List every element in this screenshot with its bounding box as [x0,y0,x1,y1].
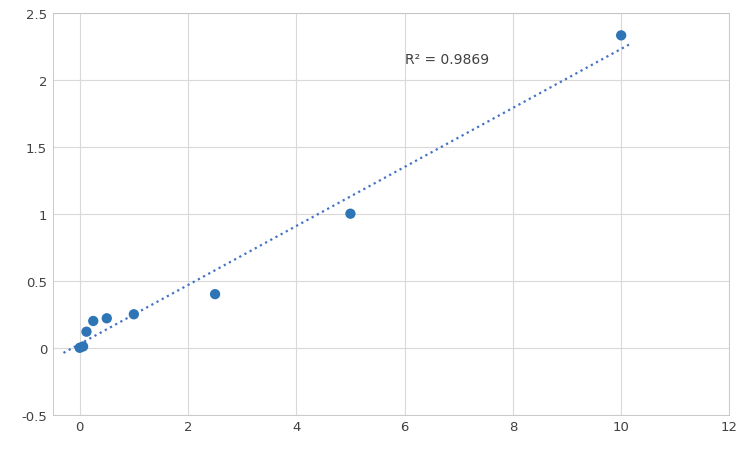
Point [615,32,627,40]
Point [128,311,140,318]
Point [209,291,221,298]
Point [74,345,86,352]
Point [344,211,356,218]
Text: R² = 0.9869: R² = 0.9869 [405,53,489,67]
Point [101,315,113,322]
Point [77,343,89,350]
Point [80,328,92,336]
Point [87,318,99,325]
